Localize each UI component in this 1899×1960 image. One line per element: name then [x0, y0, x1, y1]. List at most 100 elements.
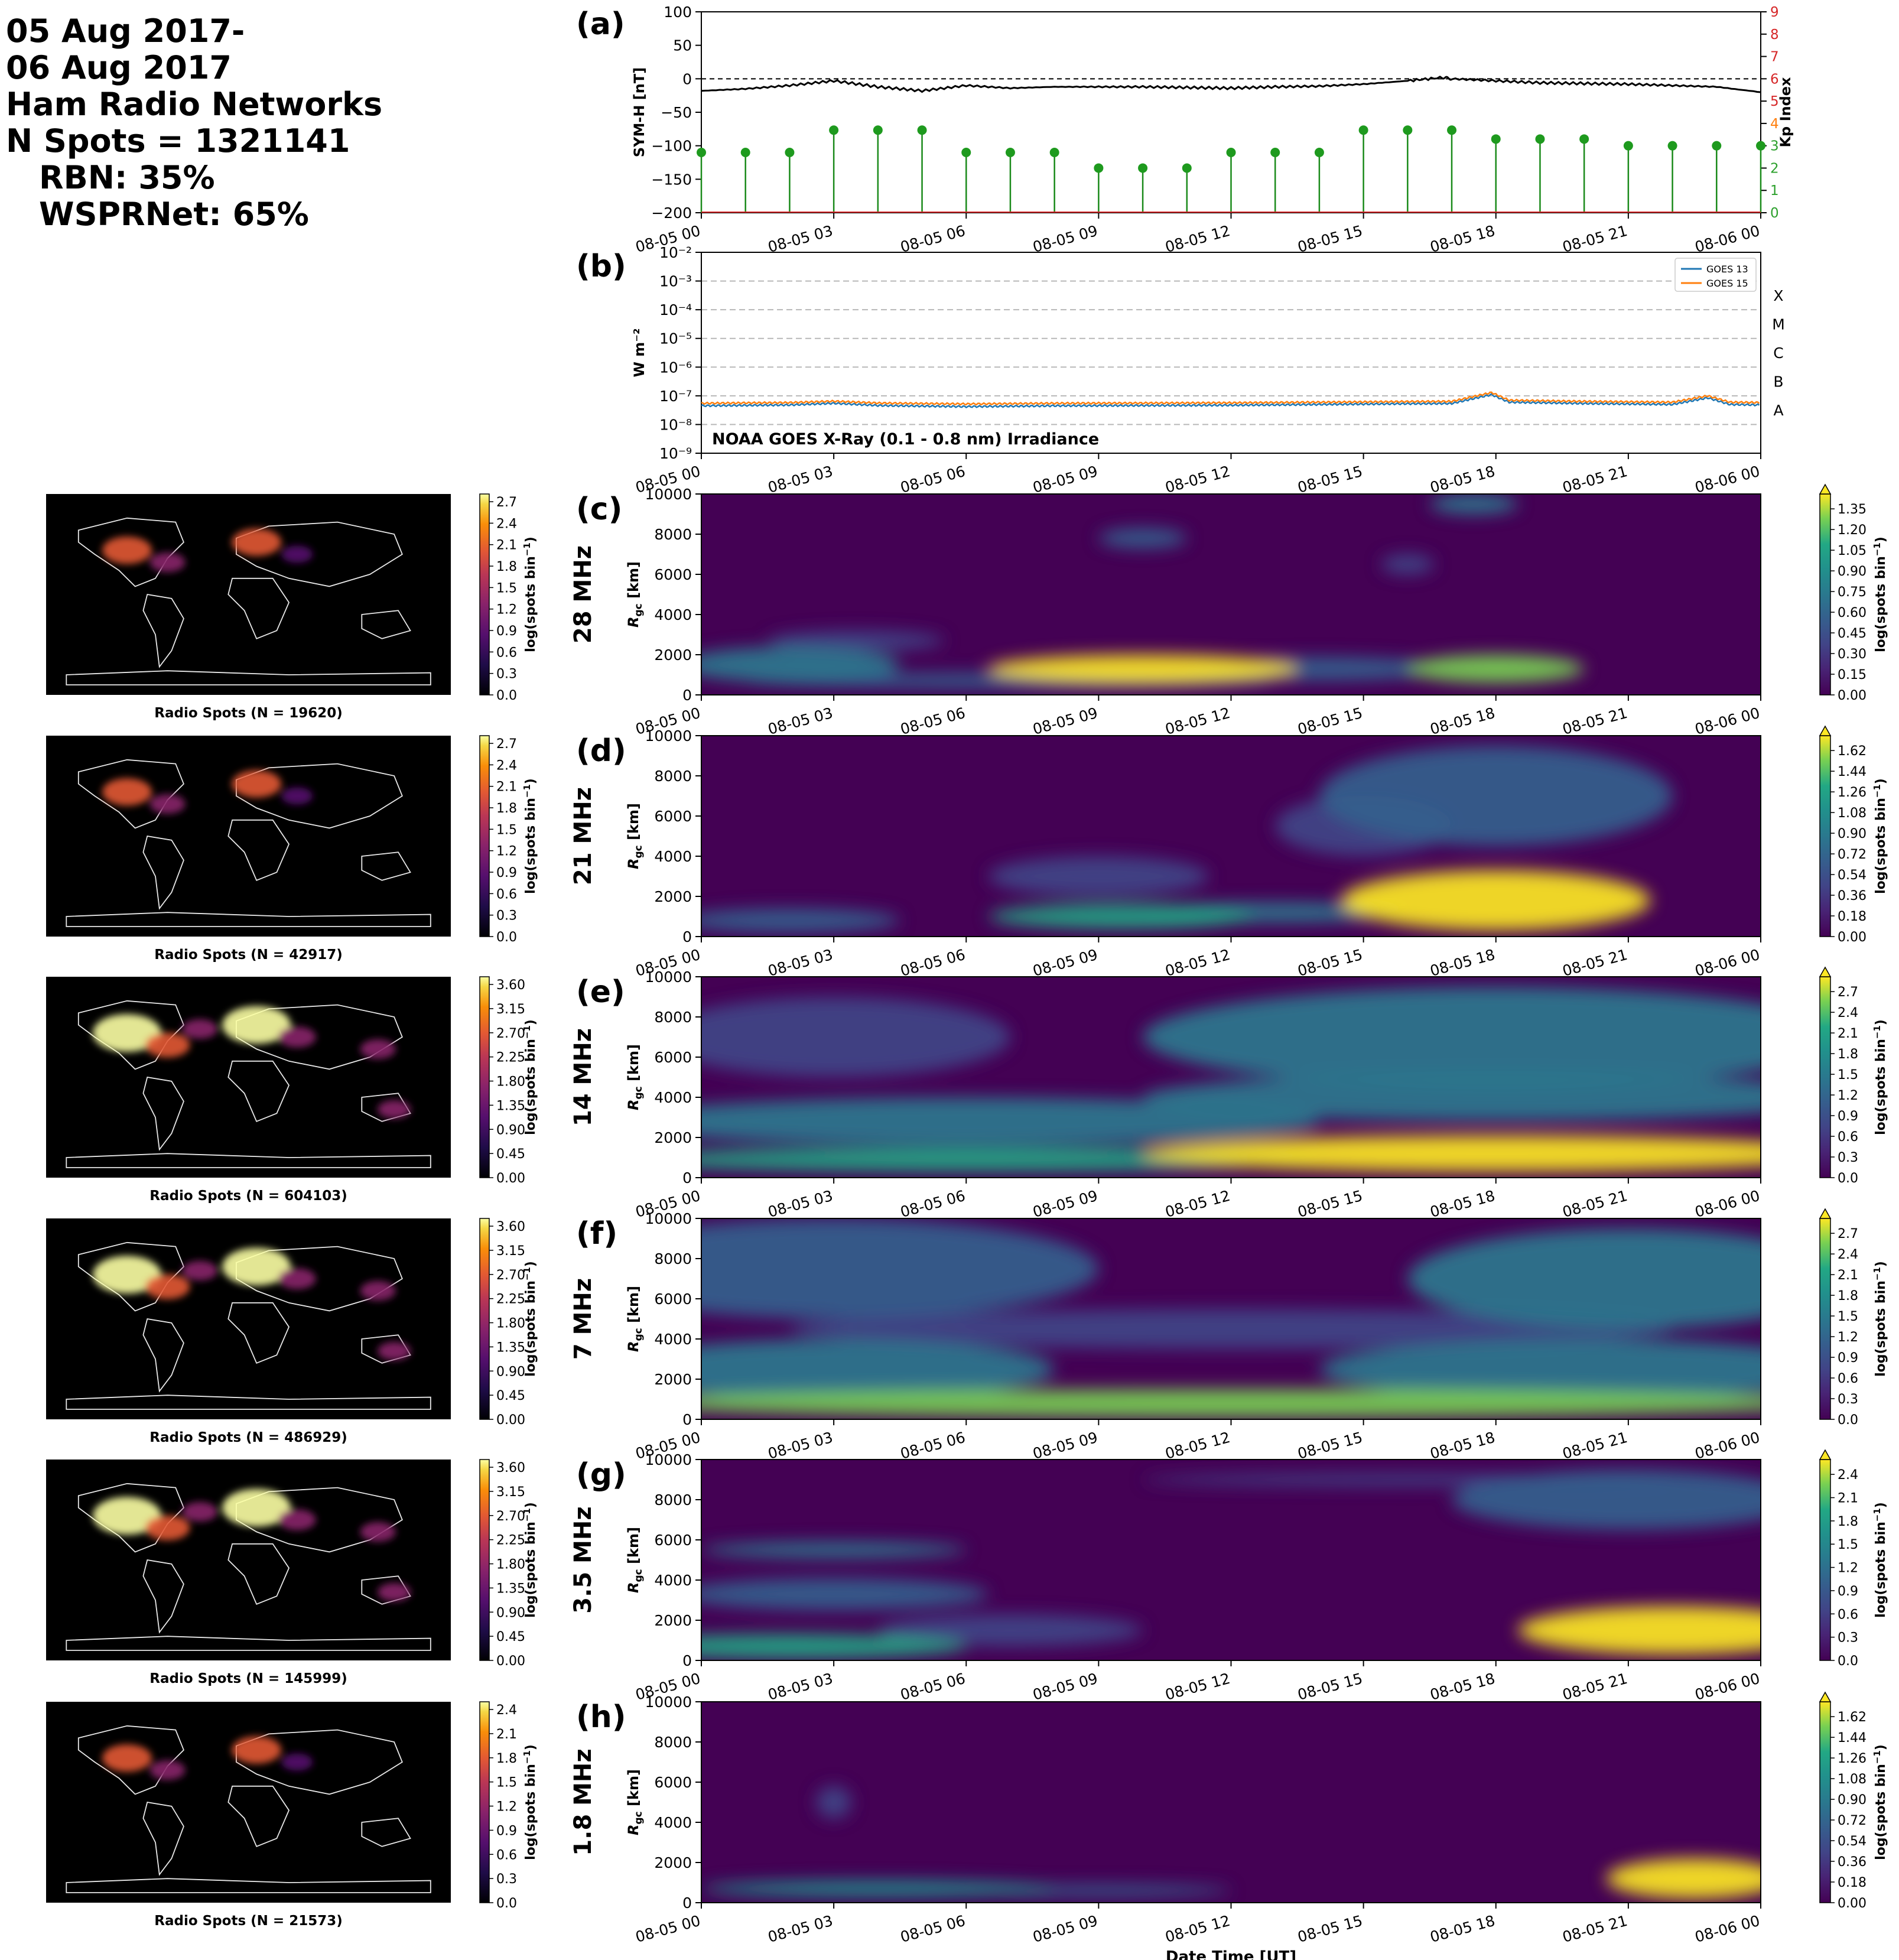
map-cbar-label-sup-h: −1 — [522, 1750, 532, 1764]
rti-blob-f-3 — [701, 1339, 1055, 1399]
map-cbar-tick-label-e-2: 0.90 — [496, 1123, 525, 1137]
map-cbar-label-main-f: log(spots bin — [523, 1280, 538, 1377]
rti-ylabel-h: Rgc [km] — [625, 1769, 645, 1835]
map-background-c — [46, 494, 451, 695]
kp-marker-2 — [785, 148, 795, 157]
panel-a-xtick-label-2: 08-05 06 — [899, 222, 967, 256]
map-coastline-d-2 — [235, 763, 403, 829]
rti-cbar-tick-label-g-3: 0.9 — [1838, 1584, 1858, 1599]
rti-f-xtick-label-3: 08-05 09 — [1031, 1429, 1100, 1462]
rti-h — [701, 1702, 1761, 1903]
rti-g-xtick-label-4: 08-05 12 — [1163, 1670, 1232, 1704]
flare-class-C: C — [1773, 344, 1783, 362]
map-coastline-c-5 — [66, 670, 431, 685]
map-hotspot-f-5 — [378, 1341, 411, 1360]
map-coastline-f-5 — [66, 1395, 431, 1410]
rti-e-xtick-label-3: 08-05 09 — [1031, 1187, 1100, 1221]
rti-background-h — [701, 1702, 1761, 1903]
rti-ylabel-unit-d: [km] — [625, 803, 642, 845]
symh-ytick-label-4: −100 — [651, 138, 692, 155]
rti-ylabel-sub-c: gc — [633, 603, 645, 616]
flare-class-B: B — [1773, 373, 1783, 391]
map-hotspot-d-2 — [149, 794, 186, 814]
kp-marker-9 — [1094, 163, 1104, 173]
rti-cbar-label-main-d: log(spots bin — [1874, 798, 1888, 894]
map-cbar-tick-label-g-0: 0.00 — [496, 1654, 525, 1669]
map-cbar-tick-label-c-1: 0.3 — [496, 667, 517, 682]
map-cbar-tick-label-d-4: 1.2 — [496, 844, 517, 859]
rti-c-xtick-label-5: 08-05 15 — [1296, 704, 1364, 738]
rti-cbar-tick-label-c-3: 0.45 — [1838, 626, 1867, 641]
kp-marker-19 — [1535, 134, 1545, 144]
map-cbar-tick-label-e-6: 2.70 — [496, 1026, 525, 1041]
map-cbar-tick-label-d-1: 0.3 — [496, 909, 517, 924]
rti-ytick-label-d-0: 0 — [682, 928, 692, 945]
rti-cbar-tick-label-g-1: 0.3 — [1838, 1631, 1858, 1646]
band-label-d: 21 MHz — [570, 787, 597, 885]
panel-label-h: (h) — [576, 1699, 626, 1735]
rti-cbar-tick-label-c-7: 1.05 — [1838, 544, 1867, 558]
rti-ylabel-unit-f: [km] — [625, 1286, 642, 1328]
rti-d-xtick-label-4: 08-05 12 — [1163, 946, 1232, 980]
panel-a-xtick-label-7: 08-05 21 — [1560, 222, 1629, 256]
map-cbar-label-end-g: ) — [523, 1502, 538, 1508]
rti-blob-d-6 — [1341, 870, 1651, 931]
rti-ylabel-c: Rgc [km] — [625, 561, 645, 628]
kp-marker-14 — [1314, 148, 1324, 157]
panel-label-c: (c) — [576, 492, 622, 527]
kp-marker-17 — [1447, 125, 1457, 135]
map-coastline-h-1 — [142, 1801, 184, 1876]
map-cbar-tick-label-c-9: 2.7 — [496, 495, 517, 510]
rti-colorbar-d — [1819, 735, 1831, 937]
time-axis-label: Date Time [UT] — [1166, 1948, 1296, 1960]
panel-b-xtick-label-2: 08-05 06 — [899, 463, 967, 496]
kp-marker-12 — [1226, 148, 1236, 157]
panel-b-goes-xray: (b) 10⁻⁹ 10⁻⁸ 10⁻⁷ 10⁻⁶ 10⁻⁵ 10⁻⁴ 10⁻³ 10⁻² W m⁻²… — [576, 244, 1785, 496]
rti-blob-f-5 — [701, 1389, 1761, 1418]
panel-label-d: (d) — [576, 733, 626, 769]
rti-ytick-label-c-5: 10000 — [645, 486, 692, 503]
rti-cbar-tick-label-d-4: 0.72 — [1838, 847, 1867, 862]
rti-cbar-label-end-c: ) — [1874, 537, 1888, 542]
rti-g-xtick-label-6: 08-05 18 — [1428, 1670, 1497, 1704]
rti-blob-c-4 — [1098, 528, 1187, 548]
rti-blob-d-1 — [988, 856, 1209, 896]
kp-marker-16 — [1403, 125, 1413, 135]
flare-class-A: A — [1773, 402, 1783, 419]
map-cbar-tick-label-f-1: 0.45 — [496, 1389, 525, 1403]
map-cbar-tick-label-d-2: 0.6 — [496, 887, 517, 902]
rti-ytick-label-f-4: 8000 — [654, 1250, 692, 1267]
map-cbar-label-e: log(spots bin−1) — [522, 1019, 538, 1135]
rti-ylabel-r-f: R — [625, 1341, 642, 1352]
rti-blob-f-1 — [701, 1218, 1099, 1319]
band-label-c: 28 MHz — [570, 545, 597, 643]
rti-cbar-tick-label-d-3: 0.54 — [1838, 868, 1867, 883]
map-colorbar-c — [479, 493, 490, 695]
kp-marker-10 — [1138, 163, 1148, 173]
rti-cbar-tick-label-d-8: 1.44 — [1838, 765, 1867, 779]
map-hotspot-g-4 — [360, 1522, 396, 1542]
rti-blob-d-3 — [1319, 746, 1673, 846]
map-density-d — [102, 770, 313, 814]
rti-ylabel-r-h: R — [625, 1825, 642, 1835]
goes-ytick-label-5: 10⁻⁴ — [659, 301, 692, 318]
rti-cbar-tick-label-f-4: 1.2 — [1838, 1330, 1858, 1345]
rti-cbar-label-end-g: ) — [1874, 1502, 1888, 1508]
rti-cbar-tick-label-h-9: 1.62 — [1838, 1710, 1867, 1725]
map-hotspot-f-0 — [93, 1256, 161, 1294]
map-cbar-label-sup-c: −1 — [522, 542, 532, 556]
map-hotspot-g-3 — [278, 1509, 316, 1530]
map-caption-f: Radio Spots (N = 486929) — [149, 1430, 347, 1445]
panel-label-b: (b) — [576, 249, 626, 284]
rti-colorbar-f — [1819, 1218, 1831, 1420]
kp-ytick-label-7: 7 — [1770, 50, 1779, 65]
rti-ytick-label-g-1: 2000 — [654, 1612, 692, 1629]
band-panels: Radio Spots (N = 19620) 0.0 0.3 0.6 0.9 1.2 1.… — [46, 483, 1888, 1960]
map-coastline-g-0 — [77, 1483, 184, 1553]
kp-marker-22 — [1667, 141, 1677, 151]
symh-ytick-label-6: −200 — [651, 204, 692, 222]
rti-d-xtick-label-7: 08-05 21 — [1560, 946, 1629, 980]
rti-ytick-label-f-3: 6000 — [654, 1291, 692, 1308]
band-row-h: Radio Spots (N = 21573) 0.0 0.3 0.6 0.9 1.2 1.… — [46, 1691, 1888, 1960]
map-coastline-f-0 — [77, 1241, 184, 1312]
